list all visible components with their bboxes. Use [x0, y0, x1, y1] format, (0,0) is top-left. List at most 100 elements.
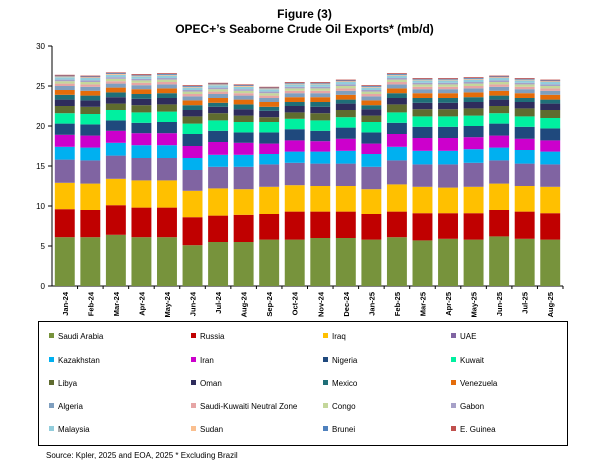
bar-segment: [386, 184, 407, 212]
bar-segment: [284, 162, 305, 186]
bar-segment: [157, 78, 177, 80]
legend-label: E. Guinea: [460, 425, 496, 434]
bar-segment: [80, 75, 101, 77]
bar-segment: [54, 113, 75, 124]
bar-segment: [54, 146, 75, 160]
bar-segment: [335, 90, 356, 95]
bar-segment: [463, 77, 484, 78]
x-tick-label: Sep-24: [265, 291, 274, 316]
bar-segment: [335, 82, 356, 85]
legend-label: UAE: [460, 332, 477, 341]
bar-segment: [182, 90, 203, 92]
bar-segment: [259, 91, 280, 94]
bar-segment: [386, 146, 407, 161]
bar-segment: [514, 78, 535, 80]
bar-segment: [233, 242, 254, 286]
legend-swatch: [191, 357, 196, 363]
bar-segment: [412, 78, 433, 79]
bar-segment: [157, 104, 177, 112]
bar-segment: [412, 138, 433, 151]
bar-segment: [386, 112, 407, 123]
bar-segment: [540, 164, 561, 187]
bar-segment: [489, 75, 510, 77]
bar-segment: [131, 145, 152, 158]
bar-segment: [412, 213, 433, 241]
bar-segment: [310, 83, 331, 85]
bar-segment: [80, 124, 101, 136]
bar-segment: [412, 102, 433, 110]
legend-item: Saudi Arabia: [49, 331, 103, 343]
bar-segment: [105, 92, 126, 98]
bar-segment: [105, 205, 126, 235]
bar-segment: [54, 81, 75, 84]
legend-label: Sudan: [200, 425, 224, 434]
bar-segment: [361, 189, 382, 214]
bar-segment: [157, 180, 177, 208]
bar-segment: [361, 90, 382, 92]
bar-segment: [514, 102, 535, 109]
bar-segment: [105, 73, 126, 74]
bar-segment: [182, 91, 203, 94]
bar-segment: [335, 103, 356, 110]
bar-segment: [361, 143, 382, 154]
legend-item: Congo: [323, 401, 356, 413]
bar-segment: [259, 106, 280, 111]
bar-segment: [463, 186, 484, 214]
bar-segment: [131, 112, 152, 123]
bar-segment: [105, 83, 126, 88]
bar-segment: [335, 150, 356, 164]
bar-segment: [157, 145, 177, 158]
bar-segment: [259, 154, 280, 165]
legend-swatch: [323, 333, 328, 339]
bar-segment: [335, 163, 356, 186]
bar-segment: [284, 93, 305, 98]
x-tick-label: Jan-24: [61, 291, 70, 316]
bar-segment: [514, 80, 535, 83]
bar-segment: [182, 87, 203, 90]
bar-segment: [54, 123, 75, 135]
bar-segment: [514, 163, 535, 186]
x-tick-label: Jul-25: [521, 292, 530, 314]
bar-segment: [157, 73, 177, 74]
y-tick-label: 10: [36, 202, 45, 211]
bar-segment: [310, 238, 331, 286]
bar-segment: [54, 209, 75, 238]
bar-segment: [182, 105, 203, 110]
bar-segment: [80, 76, 101, 78]
bar-segment: [335, 138, 356, 151]
bar-segment: [489, 236, 510, 286]
bar-segment: [233, 109, 254, 116]
bar-segment: [284, 97, 305, 102]
legend-item: E. Guinea: [451, 424, 496, 436]
bar-segment: [335, 117, 356, 128]
x-tick-label: Feb-25: [393, 292, 402, 316]
bar-segment: [310, 90, 331, 94]
legend-swatch: [191, 403, 196, 409]
bar-segment: [463, 79, 484, 82]
bar-segment: [463, 149, 484, 163]
bar-segment: [259, 239, 280, 286]
bar-segment: [131, 74, 152, 76]
bar-segment: [54, 74, 75, 76]
legend-swatch: [451, 426, 456, 432]
bar-segment: [310, 130, 331, 142]
bar-segment: [438, 138, 458, 151]
bar-segment: [182, 146, 203, 158]
bar-segment: [284, 112, 305, 119]
bar-segment: [259, 87, 280, 89]
bar-segment: [489, 99, 510, 106]
bar-segment: [131, 76, 152, 79]
legend-swatch: [323, 426, 328, 432]
bar-segment: [489, 135, 510, 148]
bar-segment: [489, 78, 510, 81]
legend-label: Gabon: [460, 402, 485, 411]
bar-segment: [540, 99, 561, 104]
bar-segment: [259, 214, 280, 240]
bar-segment: [438, 164, 458, 188]
legend-swatch: [49, 380, 54, 386]
bar-segment: [514, 126, 535, 139]
bar-segment: [105, 81, 126, 84]
bar-segment: [386, 74, 407, 76]
bar-segment: [157, 93, 177, 98]
bar-segment: [80, 95, 101, 101]
